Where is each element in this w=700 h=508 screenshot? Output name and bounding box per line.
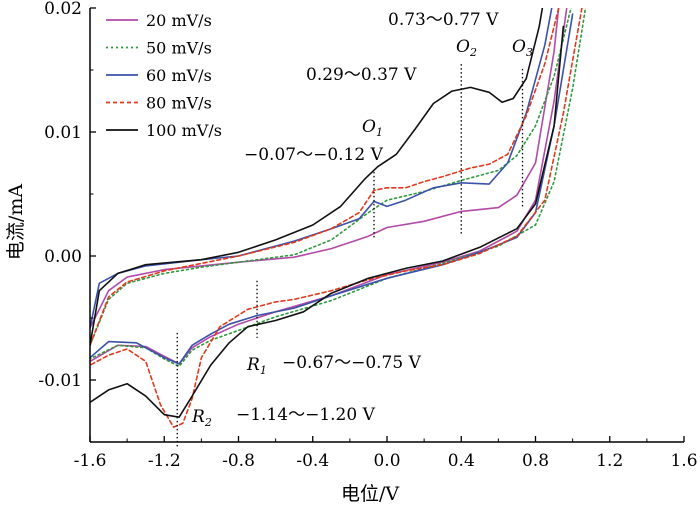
x-tick-label: 0.0 [373, 451, 400, 471]
series-80-mv-s-reverse [90, 8, 583, 428]
r2-range-label: −1.14～−1.20 V [236, 405, 376, 425]
legend-item-100-mv-s: 100 mV/s [106, 121, 222, 140]
legend-item-60-mv-s: 60 mV/s [106, 66, 212, 85]
legend-label: 50 mV/s [146, 39, 212, 58]
o23-range-label: 0.73～0.77 V [388, 10, 499, 30]
legend-label: 20 mV/s [146, 11, 212, 30]
y-tick-label: 0.02 [44, 0, 82, 19]
y-tick-label: 0.01 [44, 123, 82, 143]
o1-label: O1 [362, 117, 383, 139]
series-80-mv-s-forward [90, 8, 560, 347]
annotations: 0.73～0.77 V O2 O3 0.29～0.37 V O1 −0.07～−… [191, 10, 533, 429]
o2-range-label: 0.29～0.37 V [306, 65, 417, 85]
r2-label: R2 [191, 407, 212, 429]
x-tick-labels: -1.6 -1.2 -0.8 -0.4 0.0 0.4 0.8 1.2 1.6 [74, 451, 698, 471]
series-60-mv-s-reverse [90, 13, 574, 365]
legend-item-50-mv-s: 50 mV/s [106, 39, 212, 58]
r1-label: R1 [246, 355, 267, 377]
series-50-mv-s-forward [90, 8, 572, 347]
legend-item-20-mv-s: 20 mV/s [106, 11, 212, 30]
o2-label: O2 [456, 37, 477, 59]
o3-label: O3 [512, 37, 533, 59]
y-axis-title: 电流/mA [5, 184, 27, 260]
legend-label: 80 mV/s [146, 94, 212, 113]
x-axis-title: 电位/V [341, 483, 399, 505]
legend-label: 100 mV/s [146, 121, 222, 140]
x-tick-label: 1.2 [596, 451, 623, 471]
x-tick-label: -1.2 [148, 451, 181, 471]
r1-range-label: −0.67～−0.75 V [282, 353, 422, 373]
x-tick-label: 0.4 [448, 451, 475, 471]
x-tick-label: -1.6 [74, 451, 107, 471]
y-tick-labels: 0.02 0.01 0.00 -0.01 [38, 0, 82, 391]
legend-item-80-mv-s: 80 mV/s [106, 94, 212, 113]
o1-range-label: −0.07～−0.12 V [244, 145, 384, 165]
x-tick-label: 1.6 [670, 451, 697, 471]
x-tick-label: -0.4 [296, 451, 329, 471]
legend: 20 mV/s 50 mV/s 60 mV/s 80 mV/s 100 mV/s [106, 11, 222, 140]
dotted-markers [176, 63, 524, 449]
series-100-mv-s-forward [90, 8, 544, 347]
legend-label: 60 mV/s [146, 66, 212, 85]
y-tick-label: -0.01 [38, 371, 82, 391]
series-20-mv-s-forward [90, 8, 560, 329]
y-tick-label: 0.00 [44, 247, 82, 267]
x-tick-label: -0.8 [222, 451, 255, 471]
axis-ticks [89, 7, 685, 443]
x-tick-label: 0.8 [522, 451, 549, 471]
series-100-mv-s-reverse [90, 25, 565, 418]
